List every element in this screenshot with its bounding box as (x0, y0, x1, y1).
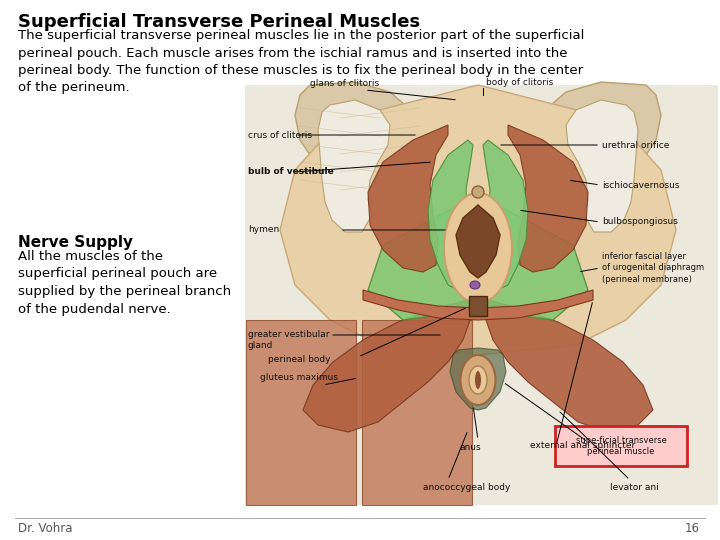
Text: Superficial Transverse Perineal Muscles: Superficial Transverse Perineal Muscles (18, 13, 420, 31)
Polygon shape (363, 290, 593, 320)
Polygon shape (483, 140, 528, 290)
Polygon shape (303, 300, 470, 432)
Text: hymen: hymen (248, 226, 279, 234)
Text: glans of clitoris: glans of clitoris (310, 79, 379, 88)
Text: ischiocavernosus: ischiocavernosus (602, 180, 680, 190)
Polygon shape (368, 125, 448, 272)
Ellipse shape (475, 371, 481, 389)
Ellipse shape (470, 281, 480, 289)
Text: external anal sphincter: external anal sphincter (530, 441, 635, 449)
Text: perineal body: perineal body (268, 355, 330, 364)
Polygon shape (551, 82, 661, 245)
Text: crus of clitoris: crus of clitoris (248, 131, 312, 139)
Ellipse shape (469, 366, 487, 394)
FancyBboxPatch shape (245, 85, 718, 505)
Polygon shape (486, 300, 653, 432)
FancyBboxPatch shape (246, 320, 356, 505)
Text: anococcygeal body: anococcygeal body (423, 483, 510, 492)
Text: greater vestibular
gland: greater vestibular gland (248, 330, 330, 350)
Text: The superficial transverse perineal muscles lie in the posterior part of the sup: The superficial transverse perineal musc… (18, 29, 585, 94)
Text: Dr. Vohra: Dr. Vohra (18, 522, 73, 535)
FancyBboxPatch shape (362, 320, 472, 505)
Text: inferior fascial layer
of urogenital diaphragm
(perineal membrane): inferior fascial layer of urogenital dia… (602, 252, 704, 284)
Text: All the muscles of the
superficial perineal pouch are
supplied by the perineal b: All the muscles of the superficial perin… (18, 250, 231, 315)
Polygon shape (295, 82, 405, 245)
Polygon shape (280, 85, 676, 355)
Text: anus: anus (460, 443, 482, 453)
Ellipse shape (444, 193, 512, 303)
Text: body of clitoris: body of clitoris (486, 78, 553, 87)
Text: bulbospongiosus: bulbospongiosus (602, 218, 678, 226)
FancyBboxPatch shape (555, 426, 687, 466)
Text: Nerve Supply: Nerve Supply (18, 235, 133, 250)
Polygon shape (566, 100, 638, 232)
Polygon shape (508, 125, 588, 272)
Text: gluteus maximus: gluteus maximus (260, 374, 338, 382)
Polygon shape (450, 348, 506, 410)
Text: bulb of vestibule: bulb of vestibule (248, 167, 334, 177)
Circle shape (472, 186, 484, 198)
Polygon shape (428, 140, 473, 290)
Polygon shape (318, 100, 390, 232)
Text: supe-ficial transverse
perineal muscle: supe-ficial transverse perineal muscle (575, 436, 667, 456)
Text: 16: 16 (685, 522, 700, 535)
Polygon shape (456, 205, 500, 278)
Text: levator ani: levator ani (610, 483, 659, 492)
Text: urethral orifice: urethral orifice (602, 140, 670, 150)
Polygon shape (368, 195, 588, 320)
Ellipse shape (461, 355, 495, 405)
FancyBboxPatch shape (469, 296, 487, 316)
